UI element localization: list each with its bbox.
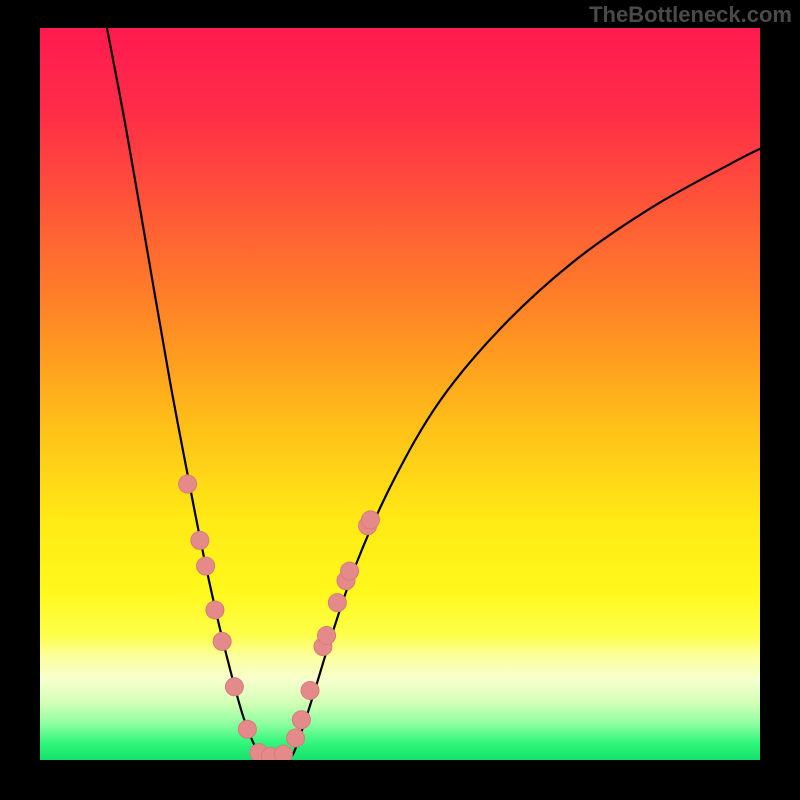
data-marker bbox=[225, 678, 243, 696]
data-marker bbox=[341, 562, 359, 580]
data-marker bbox=[213, 632, 231, 650]
data-marker bbox=[238, 720, 256, 738]
data-marker bbox=[179, 475, 197, 493]
chart-svg bbox=[0, 0, 800, 800]
data-marker bbox=[318, 627, 336, 645]
chart-root: TheBottleneck.com bbox=[0, 0, 800, 800]
data-marker bbox=[191, 531, 209, 549]
watermark-text: TheBottleneck.com bbox=[589, 2, 792, 28]
data-marker bbox=[361, 511, 379, 529]
data-marker bbox=[287, 729, 305, 747]
data-marker bbox=[197, 557, 215, 575]
data-marker bbox=[301, 681, 319, 699]
data-marker bbox=[206, 601, 224, 619]
data-marker bbox=[328, 594, 346, 612]
plot-background bbox=[40, 28, 760, 760]
data-marker bbox=[292, 711, 310, 729]
